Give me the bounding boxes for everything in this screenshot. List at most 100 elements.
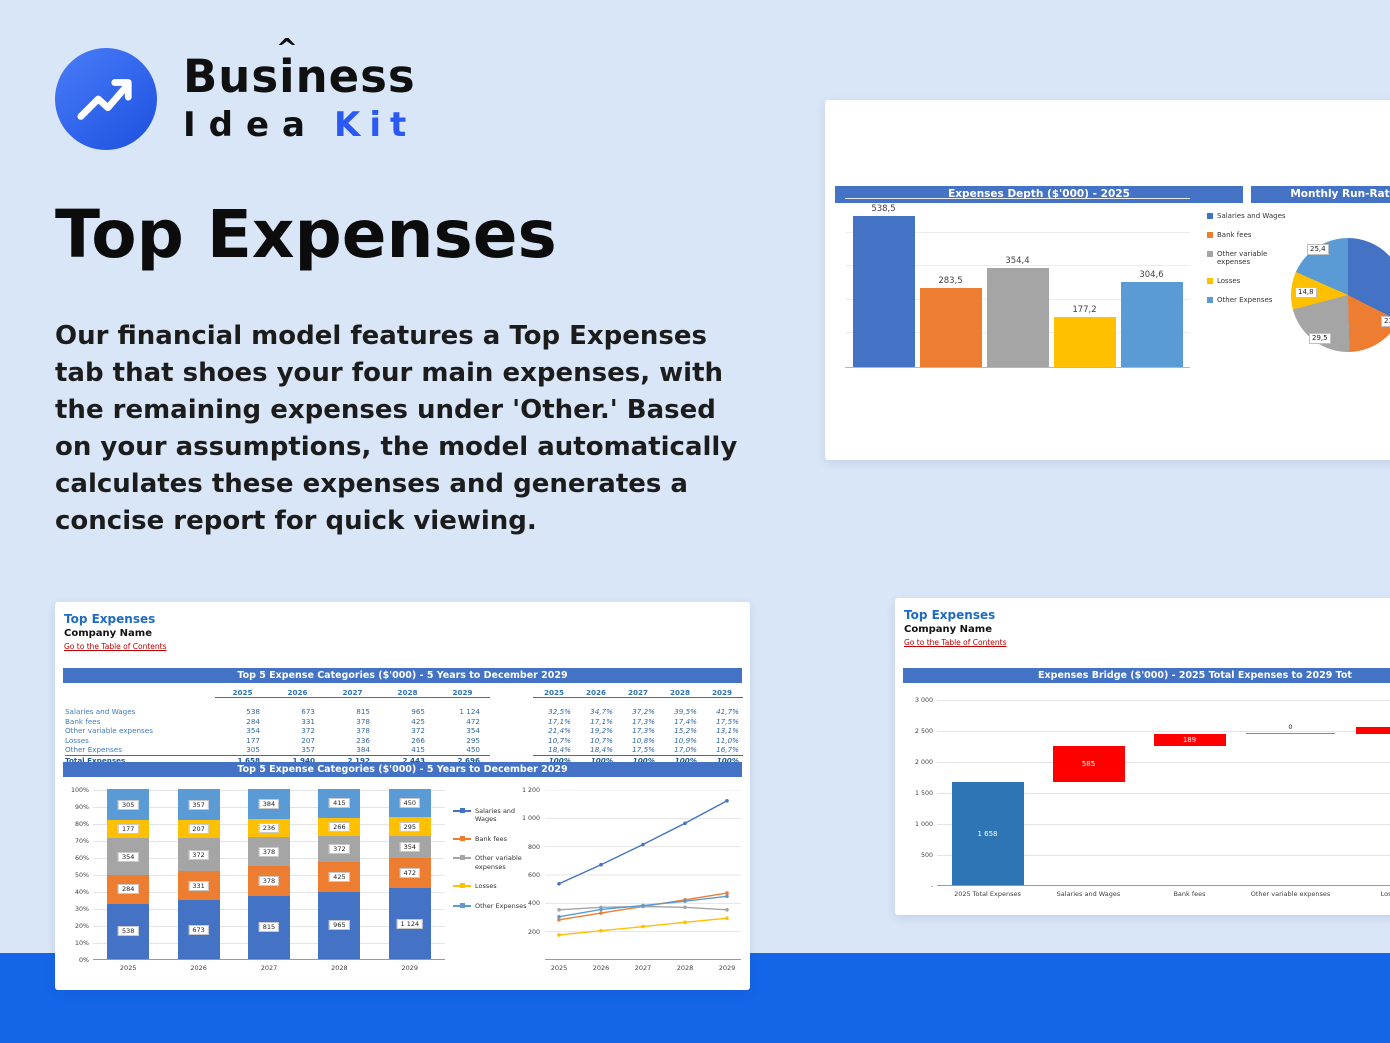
year-header: 2027 [325, 687, 380, 698]
pie-value-label: 25,4 [1307, 244, 1329, 255]
brand-word-kit: Kit [334, 104, 416, 145]
bar-value-label: 585 [1081, 760, 1096, 769]
cell-pct: 17,5% [716, 716, 739, 726]
y-tick-label: 30% [75, 906, 89, 913]
segment-value-label: 305 [117, 799, 139, 810]
legend-item: Salaries and Wages [1207, 212, 1299, 221]
stack-segment: 378 [248, 866, 290, 896]
bridge-plot: 1 658 585 189 0 [937, 700, 1390, 886]
cell-value: 372 [411, 726, 425, 736]
stacked-column: 450 295 354 472 1 124 [388, 789, 431, 959]
stacked-xlabels: 2025 2026 2027 2028 2029 [93, 964, 445, 976]
toc-link[interactable]: Go to the Table of Contents [904, 638, 1007, 647]
stack-segment: 815 [248, 895, 290, 959]
legend-item: Other Expenses [453, 902, 537, 910]
stack-segment: 378 [248, 837, 290, 867]
sheet-screenshot-card: Top Expenses Company Name Go to the Tabl… [55, 602, 750, 990]
legend-item: Losses [1207, 277, 1299, 286]
pie-value-label: 14,8 [1295, 287, 1317, 298]
bar-column: 177,2 [1053, 305, 1116, 367]
total-value: 1 658 [215, 754, 270, 765]
cell-pct: 13,1% [716, 726, 739, 736]
cell-pct: 10,9% [674, 735, 697, 745]
legend-swatch [1207, 278, 1213, 284]
x-tick-label: 2025 [550, 964, 568, 972]
y-tick-label: 40% [75, 889, 89, 896]
cell-value: 284 [246, 716, 260, 726]
brand-text: Busi ^ ness Idea Kit [183, 36, 416, 145]
stack-segment: 372 [318, 836, 361, 863]
legend-item: Other Expenses [1207, 296, 1299, 305]
segment-value-label: 266 [329, 822, 350, 833]
stacked-column: 415 266 372 425 965 [318, 789, 361, 959]
year-header: 2027 [617, 687, 659, 698]
bar-column: 283,5 [919, 276, 982, 367]
stack-segment: 354 [107, 838, 150, 875]
legend-marker [460, 808, 465, 813]
segment-value-label: 372 [188, 849, 209, 860]
segment-value-label: 538 [117, 926, 139, 937]
line-plot [545, 789, 741, 960]
total-value: 2 443 [380, 754, 435, 765]
cell-pct: 16,7% [716, 745, 739, 755]
cell-pct: 10,7% [548, 735, 571, 745]
cell-pct: 34,7% [590, 707, 613, 716]
cell-pct: 32,5% [548, 707, 571, 716]
bar-value-label: 538,5 [871, 204, 896, 215]
segment-value-label: 378 [258, 846, 280, 857]
brand-word-idea: Idea [183, 104, 318, 145]
total-value: 2 696 [435, 754, 490, 765]
segment-value-label: 1 124 [396, 918, 424, 929]
legend-line [453, 902, 471, 908]
bar [986, 267, 1049, 367]
depth-plot: 538,5 283,5 354,4 177,2 304,6 [845, 198, 1190, 368]
line-xlabels: 2025 2026 2027 2028 2029 [545, 964, 741, 976]
row-label: Other variable expenses [65, 726, 153, 736]
legend-label: Salaries and Wages [1217, 212, 1286, 220]
bar-value-label: 354,4 [1005, 255, 1030, 266]
depth-legend: Salaries and Wages Bank fees Other variabl… [1207, 212, 1299, 305]
bar-column: 354,4 [986, 255, 1049, 367]
gridline [937, 762, 1390, 763]
segment-value-label: 450 [399, 798, 421, 809]
year-header: 2026 [575, 687, 617, 698]
pie-value-label: 23,6 [1381, 316, 1390, 327]
cell-pct: 18,4% [548, 745, 571, 755]
gridline [937, 855, 1390, 856]
y-tick-label: 2 000 [914, 759, 933, 766]
cell-pct: 10,8% [632, 735, 655, 745]
cell-value: 372 [301, 726, 315, 736]
segment-value-label: 236 [258, 822, 280, 833]
x-tick-label: 2028 [676, 964, 694, 972]
cell-value: 177 [246, 735, 260, 745]
segment-value-label: 965 [329, 920, 350, 931]
cell-pct: 11,0% [716, 735, 739, 745]
legend-label: Other variable expenses [475, 854, 522, 871]
cell-value: 295 [466, 735, 480, 745]
y-tick-label: 1 000 [914, 821, 933, 828]
y-tick-label: 100% [70, 787, 89, 794]
x-tick-label: Other variable expenses [1250, 890, 1331, 898]
row-label: Bank fees [65, 716, 101, 726]
cell-value: 236 [356, 735, 370, 745]
cell-pct: 17,4% [674, 716, 697, 726]
cell-value: 357 [301, 745, 315, 755]
gridline [845, 198, 1190, 199]
cell-pct: 17,1% [548, 716, 571, 726]
y-tick-label: 3 000 [914, 697, 933, 704]
y-tick-label: 60% [75, 855, 89, 862]
stacked-column: 305 177 354 284 538 [107, 789, 150, 959]
gridline [845, 231, 1190, 233]
waterfall-bar-total: 1 658 [951, 782, 1024, 885]
stack-segment: 354 [388, 836, 431, 859]
legend-item: Losses [453, 882, 537, 890]
stack-segment: 472 [388, 858, 431, 889]
year-header: 2029 [701, 687, 743, 698]
cell-value: 207 [301, 735, 315, 745]
legend-marker [460, 902, 465, 908]
depth-screenshot-card: Expenses Depth ($'000) - 2025 Monthly Ru… [825, 100, 1390, 460]
x-tick-label: 2027 [634, 964, 652, 972]
cell-pct: 18,4% [590, 745, 613, 755]
table-header-bar: Top 5 Expense Categories ($'000) - 5 Yea… [63, 668, 742, 683]
toc-link[interactable]: Go to the Table of Contents [64, 642, 167, 651]
